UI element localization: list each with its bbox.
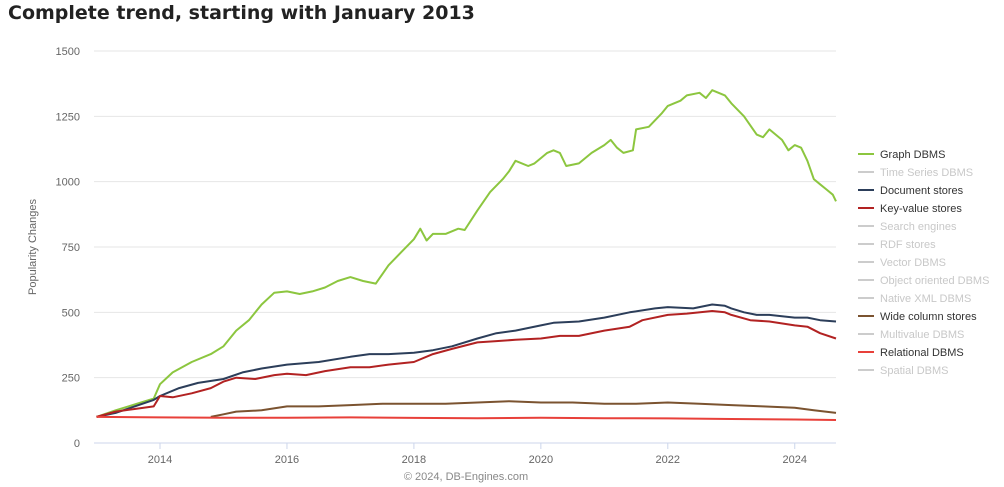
series-line-graph-dbms[interactable] <box>96 89 837 418</box>
series-line-document-stores[interactable] <box>96 303 837 418</box>
x-tick-label: 2014 <box>148 454 172 466</box>
legend-item-spatial-dbms[interactable]: Spatial DBMS <box>858 365 948 377</box>
y-tick-label: 1250 <box>56 111 80 123</box>
legend[interactable]: Graph DBMS Time Series DBMS Document store… <box>858 149 989 377</box>
legend-label: Time Series DBMS <box>880 167 973 179</box>
legend-label: Graph DBMS <box>880 149 945 161</box>
legend-item-graph-dbms[interactable]: Graph DBMS <box>858 149 945 161</box>
legend-item-key-value-stores[interactable]: Key-value stores <box>858 203 962 215</box>
legend-item-object-oriented-dbms[interactable]: Object oriented DBMS <box>858 275 989 287</box>
legend-label: Document stores <box>880 185 964 197</box>
legend-item-multivalue-dbms[interactable]: Multivalue DBMS <box>858 329 964 341</box>
x-tick-label: 2020 <box>529 454 553 466</box>
y-tick-label: 1000 <box>56 177 80 189</box>
legend-label: Multivalue DBMS <box>880 329 964 341</box>
y-axis-title: Popularity Changes <box>27 199 39 296</box>
x-tick-label: 2016 <box>275 454 299 466</box>
y-tick-label: 1500 <box>56 46 80 58</box>
legend-item-relational-dbms[interactable]: Relational DBMS <box>858 347 964 359</box>
legend-label: RDF stores <box>880 239 936 251</box>
legend-label: Spatial DBMS <box>880 365 948 377</box>
series-line-wide-column-stores[interactable] <box>210 400 837 418</box>
legend-label: Vector DBMS <box>880 257 946 269</box>
x-tick-label: 2022 <box>656 454 680 466</box>
legend-label: Key-value stores <box>880 203 962 215</box>
legend-label: Object oriented DBMS <box>880 275 989 287</box>
legend-label: Wide column stores <box>880 311 977 323</box>
y-tick-label: 500 <box>62 307 80 319</box>
x-tick-label: 2024 <box>783 454 807 466</box>
axes-layer: 0 250 500 750 1000 1250 1500 2014 2016 2018 2020 20… <box>56 46 807 466</box>
legend-label: Search engines <box>880 221 957 233</box>
grid-layer <box>94 50 836 444</box>
legend-item-document-stores[interactable]: Document stores <box>858 185 964 197</box>
y-tick-label: 750 <box>62 242 80 254</box>
x-tick-label: 2018 <box>402 454 426 466</box>
legend-item-time-series-dbms[interactable]: Time Series DBMS <box>858 167 973 179</box>
y-tick-label: 250 <box>62 373 80 385</box>
legend-item-search-engines[interactable]: Search engines <box>858 221 957 233</box>
series-line-key-value-stores[interactable] <box>96 310 837 418</box>
legend-item-native-xml-dbms[interactable]: Native XML DBMS <box>858 293 971 305</box>
legend-item-wide-column-stores[interactable]: Wide column stores <box>858 311 977 323</box>
series-layer <box>96 89 837 421</box>
y-tick-label: 0 <box>74 438 80 450</box>
credit-text[interactable]: © 2024, DB-Engines.com <box>404 471 528 483</box>
legend-label: Native XML DBMS <box>880 293 971 305</box>
series-line-relational-dbms[interactable] <box>96 415 837 421</box>
legend-item-vector-dbms[interactable]: Vector DBMS <box>858 257 946 269</box>
legend-label: Relational DBMS <box>880 347 964 359</box>
chart-title: Complete trend, starting with January 20… <box>8 2 475 24</box>
legend-item-rdf-stores[interactable]: RDF stores <box>858 239 936 251</box>
